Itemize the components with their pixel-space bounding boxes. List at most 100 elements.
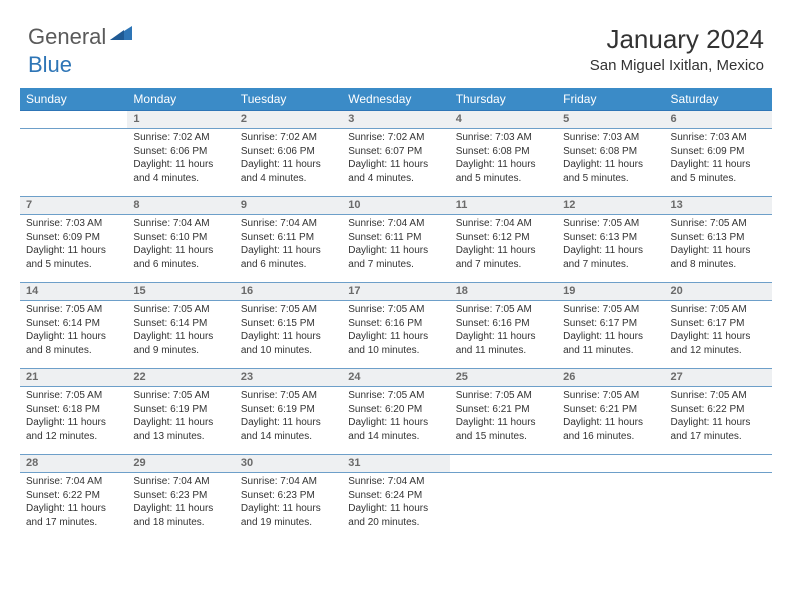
day-details: Sunrise: 7:03 AMSunset: 6:08 PMDaylight:…	[557, 129, 664, 189]
day-cell: Sunrise: 7:04 AMSunset: 6:23 PMDaylight:…	[127, 473, 234, 541]
daynum-cell: 8	[127, 197, 234, 215]
day-number: 14	[20, 283, 127, 299]
daynum-row: 123456	[20, 111, 772, 129]
day-cell: Sunrise: 7:02 AMSunset: 6:07 PMDaylight:…	[342, 129, 449, 197]
day-cell: Sunrise: 7:05 AMSunset: 6:18 PMDaylight:…	[20, 387, 127, 455]
day-details: Sunrise: 7:05 AMSunset: 6:14 PMDaylight:…	[20, 301, 127, 361]
day-cell: Sunrise: 7:04 AMSunset: 6:11 PMDaylight:…	[342, 215, 449, 283]
day-cell: Sunrise: 7:05 AMSunset: 6:19 PMDaylight:…	[127, 387, 234, 455]
brand-part2: Blue	[28, 52, 72, 77]
daynum-cell	[20, 111, 127, 129]
day-number: 9	[235, 197, 342, 213]
daynum-cell	[557, 455, 664, 473]
day-number: 25	[450, 369, 557, 385]
daynum-cell: 21	[20, 369, 127, 387]
day-cell	[557, 473, 664, 541]
day-details: Sunrise: 7:04 AMSunset: 6:11 PMDaylight:…	[342, 215, 449, 275]
day-number: 10	[342, 197, 449, 213]
day-number: 15	[127, 283, 234, 299]
day-details: Sunrise: 7:05 AMSunset: 6:13 PMDaylight:…	[557, 215, 664, 275]
day-cell: Sunrise: 7:04 AMSunset: 6:23 PMDaylight:…	[235, 473, 342, 541]
day-details: Sunrise: 7:05 AMSunset: 6:13 PMDaylight:…	[665, 215, 772, 275]
month-title: January 2024	[590, 24, 764, 55]
day-cell: Sunrise: 7:05 AMSunset: 6:16 PMDaylight:…	[450, 301, 557, 369]
day-number: 13	[665, 197, 772, 213]
day-cell: Sunrise: 7:05 AMSunset: 6:15 PMDaylight:…	[235, 301, 342, 369]
day-cell: Sunrise: 7:02 AMSunset: 6:06 PMDaylight:…	[235, 129, 342, 197]
weekday-header: Tuesday	[235, 88, 342, 111]
daynum-cell: 1	[127, 111, 234, 129]
location: San Miguel Ixitlan, Mexico	[590, 57, 764, 74]
daynum-cell: 27	[665, 369, 772, 387]
day-number: 30	[235, 455, 342, 471]
day-number: 24	[342, 369, 449, 385]
day-cell: Sunrise: 7:05 AMSunset: 6:13 PMDaylight:…	[665, 215, 772, 283]
weekday-header: Sunday	[20, 88, 127, 111]
day-number: 5	[557, 111, 664, 127]
daynum-cell: 26	[557, 369, 664, 387]
day-details: Sunrise: 7:05 AMSunset: 6:18 PMDaylight:…	[20, 387, 127, 447]
day-cell: Sunrise: 7:03 AMSunset: 6:08 PMDaylight:…	[557, 129, 664, 197]
day-number: 28	[20, 455, 127, 471]
day-cell: Sunrise: 7:04 AMSunset: 6:24 PMDaylight:…	[342, 473, 449, 541]
day-number: 22	[127, 369, 234, 385]
daynum-cell: 15	[127, 283, 234, 301]
brand-triangle-icon	[110, 24, 132, 45]
day-cell: Sunrise: 7:02 AMSunset: 6:06 PMDaylight:…	[127, 129, 234, 197]
content-row: Sunrise: 7:03 AMSunset: 6:09 PMDaylight:…	[20, 215, 772, 283]
daynum-cell	[665, 455, 772, 473]
day-cell: Sunrise: 7:05 AMSunset: 6:20 PMDaylight:…	[342, 387, 449, 455]
day-number: 6	[665, 111, 772, 127]
day-cell	[665, 473, 772, 541]
day-details: Sunrise: 7:05 AMSunset: 6:19 PMDaylight:…	[235, 387, 342, 447]
daynum-cell: 29	[127, 455, 234, 473]
daynum-cell: 10	[342, 197, 449, 215]
day-cell: Sunrise: 7:05 AMSunset: 6:14 PMDaylight:…	[127, 301, 234, 369]
day-details: Sunrise: 7:03 AMSunset: 6:08 PMDaylight:…	[450, 129, 557, 189]
day-details: Sunrise: 7:03 AMSunset: 6:09 PMDaylight:…	[20, 215, 127, 275]
day-number: 23	[235, 369, 342, 385]
daynum-cell: 17	[342, 283, 449, 301]
daynum-cell: 9	[235, 197, 342, 215]
daynum-cell: 31	[342, 455, 449, 473]
daynum-cell: 19	[557, 283, 664, 301]
day-cell: Sunrise: 7:05 AMSunset: 6:21 PMDaylight:…	[450, 387, 557, 455]
content-row: Sunrise: 7:02 AMSunset: 6:06 PMDaylight:…	[20, 129, 772, 197]
day-details: Sunrise: 7:05 AMSunset: 6:15 PMDaylight:…	[235, 301, 342, 361]
content-row: Sunrise: 7:04 AMSunset: 6:22 PMDaylight:…	[20, 473, 772, 541]
day-cell: Sunrise: 7:05 AMSunset: 6:22 PMDaylight:…	[665, 387, 772, 455]
day-cell	[450, 473, 557, 541]
day-details: Sunrise: 7:05 AMSunset: 6:22 PMDaylight:…	[665, 387, 772, 447]
weekday-header: Saturday	[665, 88, 772, 111]
day-number: 20	[665, 283, 772, 299]
day-details: Sunrise: 7:05 AMSunset: 6:20 PMDaylight:…	[342, 387, 449, 447]
day-details: Sunrise: 7:05 AMSunset: 6:19 PMDaylight:…	[127, 387, 234, 447]
daynum-cell: 25	[450, 369, 557, 387]
daynum-cell: 22	[127, 369, 234, 387]
day-number: 31	[342, 455, 449, 471]
day-cell: Sunrise: 7:05 AMSunset: 6:17 PMDaylight:…	[665, 301, 772, 369]
daynum-cell: 2	[235, 111, 342, 129]
day-number: 3	[342, 111, 449, 127]
daynum-cell: 16	[235, 283, 342, 301]
title-block: January 2024 San Miguel Ixitlan, Mexico	[590, 24, 764, 74]
day-details: Sunrise: 7:04 AMSunset: 6:10 PMDaylight:…	[127, 215, 234, 275]
day-number: 27	[665, 369, 772, 385]
day-number: 1	[127, 111, 234, 127]
daynum-cell: 24	[342, 369, 449, 387]
daynum-row: 14151617181920	[20, 283, 772, 301]
day-number: 16	[235, 283, 342, 299]
weekday-header: Friday	[557, 88, 664, 111]
day-details: Sunrise: 7:02 AMSunset: 6:07 PMDaylight:…	[342, 129, 449, 189]
day-number: 29	[127, 455, 234, 471]
day-cell: Sunrise: 7:05 AMSunset: 6:21 PMDaylight:…	[557, 387, 664, 455]
daynum-cell: 28	[20, 455, 127, 473]
content-row: Sunrise: 7:05 AMSunset: 6:18 PMDaylight:…	[20, 387, 772, 455]
day-cell: Sunrise: 7:05 AMSunset: 6:19 PMDaylight:…	[235, 387, 342, 455]
day-number: 8	[127, 197, 234, 213]
day-details: Sunrise: 7:05 AMSunset: 6:21 PMDaylight:…	[557, 387, 664, 447]
day-cell: Sunrise: 7:04 AMSunset: 6:10 PMDaylight:…	[127, 215, 234, 283]
weekday-header: Thursday	[450, 88, 557, 111]
day-details: Sunrise: 7:02 AMSunset: 6:06 PMDaylight:…	[127, 129, 234, 189]
day-number: 19	[557, 283, 664, 299]
